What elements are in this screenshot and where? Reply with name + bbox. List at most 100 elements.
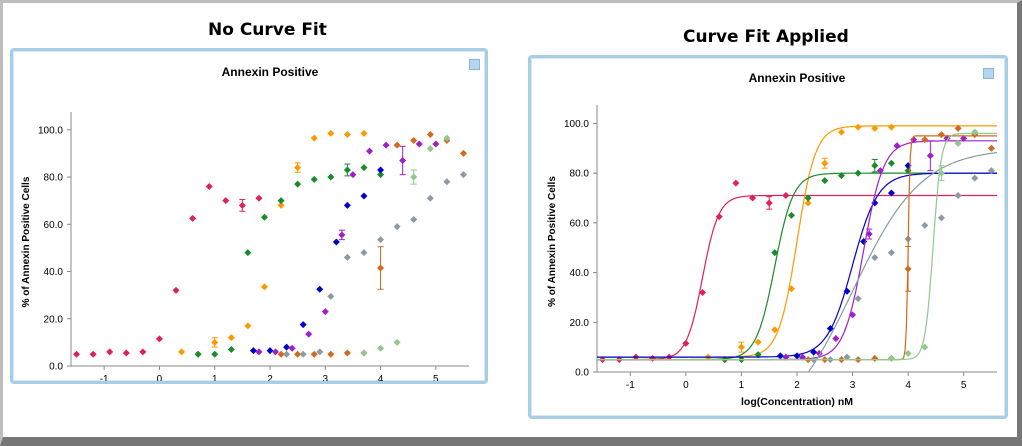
data-point	[222, 197, 230, 205]
data-point	[754, 351, 762, 359]
data-point	[294, 164, 302, 172]
data-point	[849, 311, 857, 319]
x-tick-label: 3	[322, 374, 328, 381]
data-point	[299, 321, 307, 329]
x-tick-label: 0	[683, 380, 689, 391]
data-point	[410, 173, 418, 181]
heading-curve-fit-applied: Curve Fit Applied	[683, 27, 849, 47]
data-point	[238, 201, 246, 209]
data-point	[310, 350, 318, 358]
data-point	[782, 192, 790, 200]
y-tick-label: 40.0	[570, 268, 590, 279]
data-point	[327, 173, 335, 181]
data-point	[244, 322, 252, 330]
data-point	[194, 350, 202, 358]
data-point	[937, 131, 945, 139]
data-point	[172, 286, 180, 294]
x-tick-label: -1	[100, 374, 109, 381]
data-point	[821, 159, 829, 167]
data-point	[277, 201, 285, 209]
data-point	[89, 350, 97, 358]
data-point	[377, 166, 385, 174]
data-point	[139, 348, 147, 356]
data-point	[810, 348, 818, 356]
data-point	[349, 171, 357, 179]
data-point	[443, 134, 451, 142]
data-point	[987, 167, 995, 175]
data-point	[793, 352, 801, 360]
data-point	[787, 211, 795, 219]
y-tick-label: 60.0	[44, 220, 64, 231]
data-point	[804, 199, 812, 207]
data-point	[343, 166, 351, 174]
data-point	[971, 128, 979, 136]
chart-curve-fit-applied: Annexin Positive 0.0 20.0 40.0 60.0 80.0 100.0…	[547, 71, 997, 408]
data-point	[294, 180, 302, 188]
fit-curve	[807, 151, 997, 372]
data-point	[937, 169, 945, 177]
data-point	[73, 350, 81, 358]
data-point	[799, 353, 807, 361]
data-point	[343, 131, 351, 139]
data-point	[871, 354, 879, 362]
data-point	[843, 353, 851, 361]
y-tick-label: 0.0	[575, 368, 589, 379]
data-point	[426, 145, 434, 153]
y-tick-label: 0.0	[49, 362, 63, 373]
x-tick-label: 4	[378, 374, 384, 381]
x-tick-label: 3	[850, 380, 856, 391]
x-tick-label: 4	[905, 380, 911, 391]
data-point	[871, 124, 879, 132]
data-point	[316, 348, 324, 356]
y-tick-label: 40.0	[44, 267, 64, 278]
data-point	[960, 134, 968, 142]
data-point	[426, 131, 434, 139]
data-point	[871, 162, 879, 170]
y-tick-label: 20.0	[44, 314, 64, 325]
heading-no-curve-fit: No Curve Fit	[208, 20, 327, 40]
data-point	[837, 128, 845, 136]
data-point	[316, 285, 324, 293]
y-tick-label: 80.0	[570, 169, 590, 180]
data-point	[294, 350, 302, 358]
data-point	[443, 178, 451, 186]
data-point	[782, 353, 790, 361]
data-point	[921, 136, 929, 144]
data-point	[954, 124, 962, 132]
data-point	[122, 349, 130, 357]
data-point	[205, 182, 213, 190]
data-point	[255, 194, 263, 202]
data-point	[876, 167, 884, 175]
data-point	[832, 334, 840, 342]
panel-resize-handle[interactable]	[983, 68, 994, 79]
data-point	[987, 144, 995, 152]
data-point	[327, 292, 335, 300]
data-point	[432, 140, 440, 148]
panel-resize-handle[interactable]	[469, 59, 480, 70]
data-point	[926, 152, 934, 160]
data-point	[837, 172, 845, 180]
data-point	[343, 349, 351, 357]
data-point	[299, 350, 307, 358]
data-point	[283, 350, 291, 358]
data-point	[871, 254, 879, 262]
data-point	[921, 221, 929, 229]
data-point	[821, 177, 829, 185]
y-tick-label: 20.0	[570, 318, 590, 329]
data-point	[260, 213, 268, 221]
data-point	[227, 334, 235, 342]
data-point	[343, 253, 351, 261]
chart-title: Annexin Positive	[749, 71, 846, 85]
chart-panel-curve-fit: Annexin Positive 0.0 20.0 40.0 60.0 80.0 100.0…	[528, 55, 1008, 419]
data-point	[887, 249, 895, 257]
x-tick-label: -1	[626, 380, 635, 391]
chart-no-curve-fit: Annexin Positive 0.0 20.0 40.0 60.0 80.0 100.0…	[21, 65, 469, 381]
data-point	[410, 216, 418, 224]
data-point	[249, 347, 257, 355]
x-tick-label: 2	[267, 374, 273, 381]
data-point	[937, 214, 945, 222]
x-tick-label: 1	[739, 380, 745, 391]
data-point	[893, 142, 901, 150]
data-point	[459, 171, 467, 179]
data-point	[954, 139, 962, 147]
